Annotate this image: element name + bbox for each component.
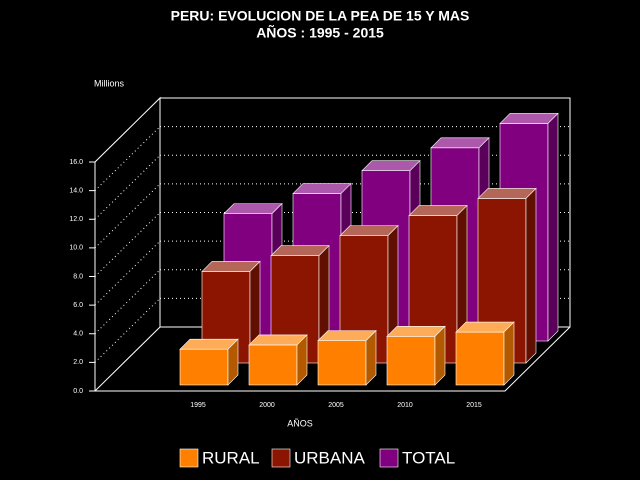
y-tick-label: 12.0 xyxy=(69,216,83,223)
grid-line-side xyxy=(94,126,161,191)
grid-line xyxy=(94,154,570,220)
grid-line-side xyxy=(94,154,161,220)
legend-label: TOTAL xyxy=(402,448,455,467)
bar-side xyxy=(365,329,377,386)
floor xyxy=(95,326,571,392)
y-tick-label: 2.0 xyxy=(73,359,83,366)
bar xyxy=(386,325,446,386)
y-tick-label: 14.0 xyxy=(69,187,83,194)
legend-swatch xyxy=(179,448,199,468)
chart-title: PERU: EVOLUCION DE LA PEA DE 15 Y MAS xyxy=(171,8,470,24)
chart-subtitle: AÑOS : 1995 - 2015 xyxy=(256,24,384,41)
legend-swatch xyxy=(271,448,291,468)
grid-line-side xyxy=(94,269,161,335)
bar-side xyxy=(434,325,446,386)
y-tick-label: 8.0 xyxy=(73,273,83,280)
x-tick-label: 2005 xyxy=(328,402,344,409)
bar-front xyxy=(455,331,505,386)
bar xyxy=(317,329,377,386)
bar-front xyxy=(248,344,298,386)
legend-swatch xyxy=(379,448,399,468)
x-tick-label: 2000 xyxy=(259,402,275,409)
x-tick-label: 2015 xyxy=(466,402,482,409)
grid-line-side xyxy=(94,183,161,249)
grid-line-side xyxy=(94,240,161,306)
bar xyxy=(248,334,308,386)
bar-side xyxy=(525,187,537,364)
y-tick-label: 0.0 xyxy=(73,388,83,395)
bar-front xyxy=(317,340,367,386)
left-wall xyxy=(94,96,161,392)
bar-side xyxy=(547,112,559,342)
bar-side xyxy=(227,338,239,386)
grid-line xyxy=(94,126,570,191)
grid-line-side xyxy=(94,212,161,277)
x-axis-label: AÑOS xyxy=(287,418,313,428)
bar xyxy=(179,338,239,386)
legend-label: URBANA xyxy=(294,448,366,467)
y-tick-label: 6.0 xyxy=(73,302,83,309)
x-tick-label: 2010 xyxy=(397,402,413,409)
bar-side xyxy=(296,334,308,386)
bar xyxy=(455,321,515,386)
bar-front xyxy=(386,336,436,386)
y-tick-label: 16.0 xyxy=(69,159,83,166)
y-tick-label: 4.0 xyxy=(73,331,83,338)
y-axis-label: Millions xyxy=(94,78,125,88)
legend-label: RURAL xyxy=(202,448,260,467)
bar-side xyxy=(503,321,515,386)
y-tick-label: 10.0 xyxy=(69,245,83,252)
bar-front xyxy=(179,348,229,386)
x-tick-label: 1995 xyxy=(190,402,206,409)
grid-line-side xyxy=(94,298,161,363)
